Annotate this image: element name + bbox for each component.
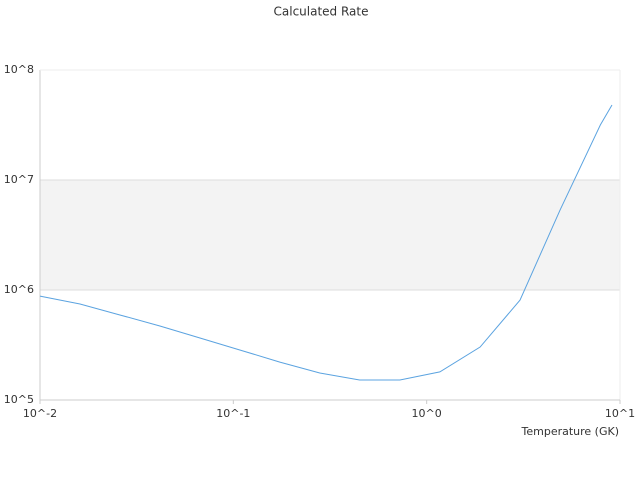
y-tick-label: 10^5 <box>4 393 34 406</box>
y-tick-label: 10^8 <box>4 63 34 76</box>
chart-title: Calculated Rate <box>274 5 369 19</box>
x-tick-label: 10^0 <box>412 407 442 420</box>
x-axis-label: Temperature (GK) <box>521 425 620 438</box>
y-tick-label: 10^6 <box>4 283 34 296</box>
grid-band <box>40 180 620 290</box>
x-tick-label: 10^-2 <box>23 407 57 420</box>
data-line <box>39 104 613 381</box>
x-tick-label: 10^1 <box>605 407 635 420</box>
x-tick-label: 10^-1 <box>216 407 250 420</box>
y-tick-label: 10^7 <box>4 173 34 186</box>
